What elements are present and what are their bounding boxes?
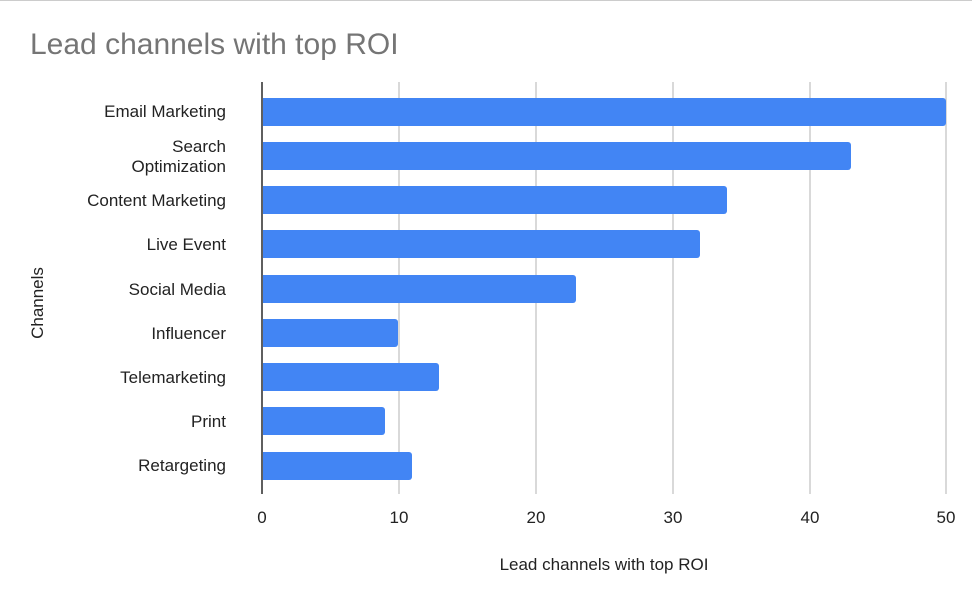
category-label: Influencer xyxy=(151,324,226,343)
category-label: Live Event xyxy=(146,235,226,254)
category-label-line: Search xyxy=(172,137,226,156)
bar-retargeting[interactable] xyxy=(262,452,412,480)
x-tick-label: 0 xyxy=(257,508,267,527)
x-axis-label: Lead channels with top ROI xyxy=(499,555,709,574)
chart-title: Lead channels with top ROI xyxy=(30,28,399,61)
bar-live-event[interactable] xyxy=(262,230,700,258)
x-tick-label: 40 xyxy=(800,508,820,527)
bar-email-marketing[interactable] xyxy=(262,98,946,126)
bar-search-optimization[interactable] xyxy=(262,142,851,170)
plot-area: Email Marketing Search Optimization Conte… xyxy=(87,82,947,494)
category-label: Search Optimization xyxy=(0,137,226,177)
bar-influencer[interactable] xyxy=(262,319,398,347)
top-border xyxy=(0,0,972,1)
category-label: Retargeting xyxy=(138,456,226,475)
bar-content-marketing[interactable] xyxy=(262,186,727,214)
category-label: Telemarketing xyxy=(120,368,226,387)
gridline-30 xyxy=(672,82,674,494)
x-tick-label: 30 xyxy=(663,508,683,527)
category-label: Email Marketing xyxy=(104,102,226,121)
bar-print[interactable] xyxy=(262,407,385,435)
category-label: Social Media xyxy=(128,280,226,299)
x-tick-label: 20 xyxy=(526,508,546,527)
category-label-line: Optimization xyxy=(131,157,226,176)
y-axis-line xyxy=(261,82,263,494)
x-tick-label: 50 xyxy=(936,508,956,527)
bar-telemarketing[interactable] xyxy=(262,363,439,391)
gridline-50 xyxy=(945,82,947,494)
x-tick-label: 10 xyxy=(389,508,409,527)
category-label: Print xyxy=(191,412,226,431)
bar-social-media[interactable] xyxy=(262,275,576,303)
gridline-40 xyxy=(809,82,811,494)
category-label: Content Marketing xyxy=(87,191,226,210)
